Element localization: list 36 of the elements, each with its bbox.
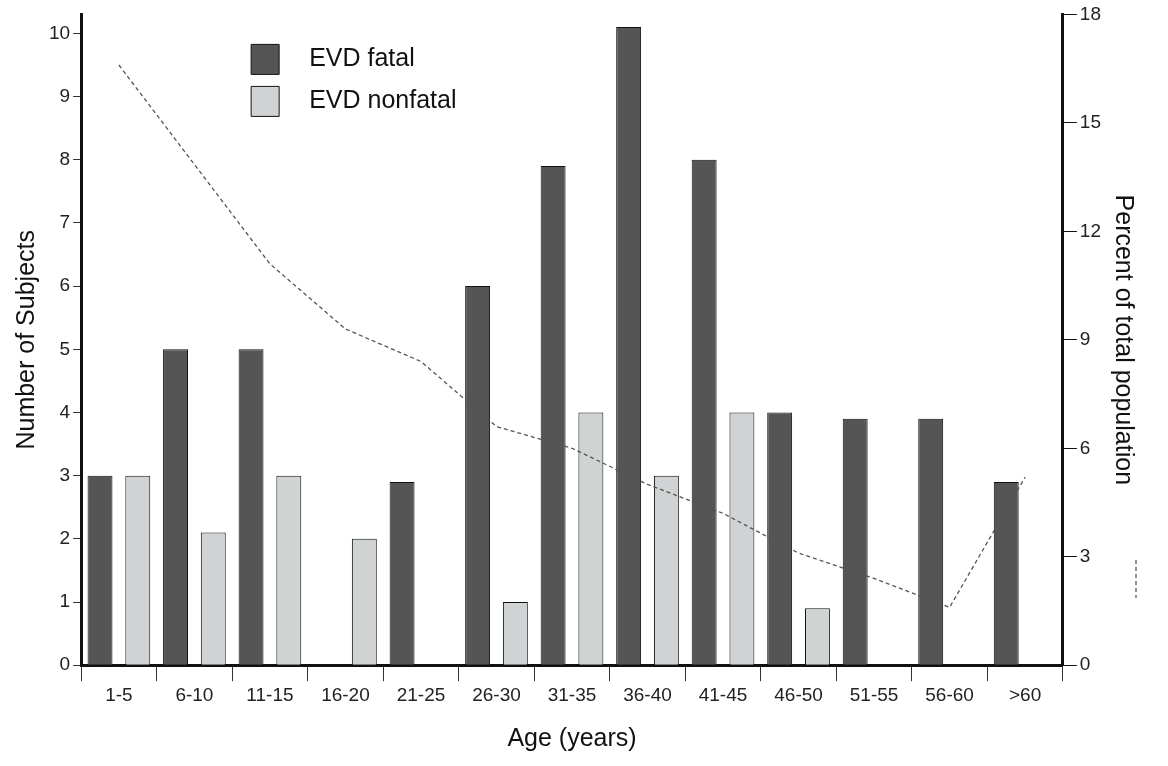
legend-label: EVD fatal: [309, 43, 415, 72]
x-tick-label: 1-5: [105, 683, 133, 705]
y2-tick-label: 15: [1079, 111, 1102, 133]
y2-tick-label: 0: [1079, 653, 1091, 675]
y-axis-title: Number of Subjects: [10, 230, 39, 450]
x-axis-title: Age (years): [507, 722, 637, 751]
y2-tick-label: 18: [1079, 2, 1102, 24]
y-tick-label: 0: [59, 653, 71, 675]
y2-tick-label: 9: [1079, 328, 1091, 350]
y2-tick-label: 3: [1079, 544, 1091, 566]
x-tick-label: 41-45: [698, 683, 748, 705]
y2-axis-title: Percent of total population: [1111, 194, 1140, 486]
y-tick-label: 9: [59, 84, 71, 106]
y-tick-label: 2: [59, 527, 71, 549]
x-tick-label: 51-55: [849, 683, 899, 705]
y-tick-label: 4: [59, 400, 71, 422]
y-tick-label: 3: [59, 463, 71, 485]
legend-label: EVD nonfatal: [309, 85, 457, 114]
y2-tick-label: 12: [1079, 219, 1102, 241]
x-tick-label: 6-10: [175, 683, 214, 705]
y-tick-label: 6: [59, 274, 71, 296]
x-tick-label: 21-25: [396, 683, 446, 705]
x-tick-label: 16-20: [321, 683, 370, 705]
x-tick-label: 26-30: [472, 683, 521, 705]
x-tick-label: >60: [1008, 683, 1042, 705]
y-tick-label: 8: [59, 147, 71, 169]
x-tick-label: 46-50: [774, 683, 823, 705]
y-tick-label: 1: [59, 590, 71, 612]
x-tick-label: 11-15: [246, 683, 294, 705]
y-tick-label: 5: [59, 337, 71, 359]
y-tick-label: 10: [48, 21, 71, 43]
x-tick-label: 56-60: [925, 683, 974, 705]
x-tick-label: 36-40: [623, 683, 672, 705]
y-tick-label: 7: [59, 211, 71, 233]
x-tick-label: 31-35: [547, 683, 597, 705]
y2-tick-label: 6: [1079, 436, 1091, 458]
